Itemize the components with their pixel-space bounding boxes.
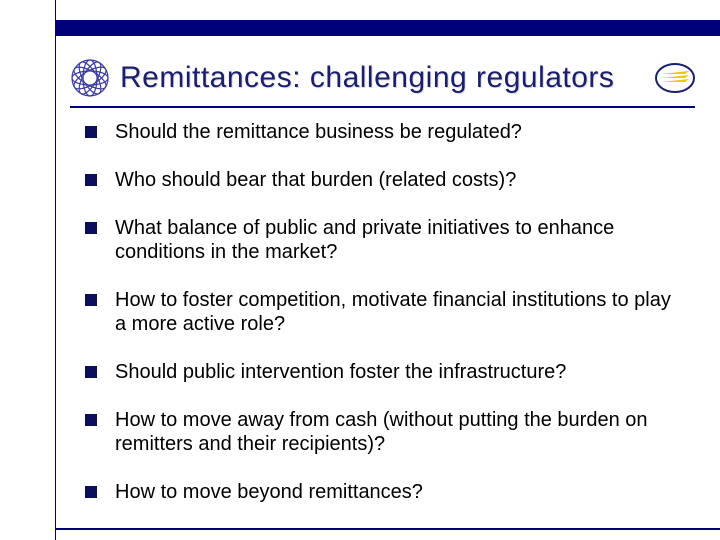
left-vertical-rule [55, 0, 56, 540]
slide: Remittances: challenging regulators Shou… [0, 0, 720, 540]
bullet-icon [85, 126, 97, 138]
list-item: Should public intervention foster the in… [85, 360, 675, 384]
list-item: How to move beyond remittances? [85, 480, 675, 504]
bullet-text: How to move beyond remittances? [115, 480, 675, 504]
list-item: How to move away from cash (without putt… [85, 408, 675, 456]
bullet-icon [85, 222, 97, 234]
bullet-list: Should the remittance business be regula… [85, 120, 675, 520]
bullet-icon [85, 174, 97, 186]
list-item: Who should bear that burden (related cos… [85, 168, 675, 192]
list-item: How to foster competition, motivate fina… [85, 288, 675, 336]
bullet-text: How to foster competition, motivate fina… [115, 288, 675, 336]
bullet-text: How to move away from cash (without putt… [115, 408, 675, 456]
list-item: What balance of public and private initi… [85, 216, 675, 264]
bullet-icon [85, 294, 97, 306]
slide-title: Remittances: challenging regulators [120, 61, 645, 95]
bullet-text: Who should bear that burden (related cos… [115, 168, 675, 192]
list-item: Should the remittance business be regula… [85, 120, 675, 144]
speed-lines-icon [655, 63, 695, 93]
bottom-accent-bar [55, 528, 720, 530]
bullet-text: Should public intervention foster the in… [115, 360, 675, 384]
bullet-icon [85, 486, 97, 498]
bullet-icon [85, 366, 97, 378]
rosette-icon [70, 58, 110, 98]
bullet-icon [85, 414, 97, 426]
top-accent-bar [55, 20, 720, 36]
bullet-text: Should the remittance business be regula… [115, 120, 675, 144]
slide-header: Remittances: challenging regulators [70, 50, 695, 108]
bullet-text: What balance of public and private initi… [115, 216, 675, 264]
